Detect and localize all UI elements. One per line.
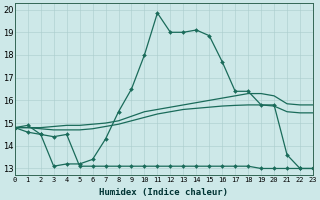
- X-axis label: Humidex (Indice chaleur): Humidex (Indice chaleur): [100, 188, 228, 197]
